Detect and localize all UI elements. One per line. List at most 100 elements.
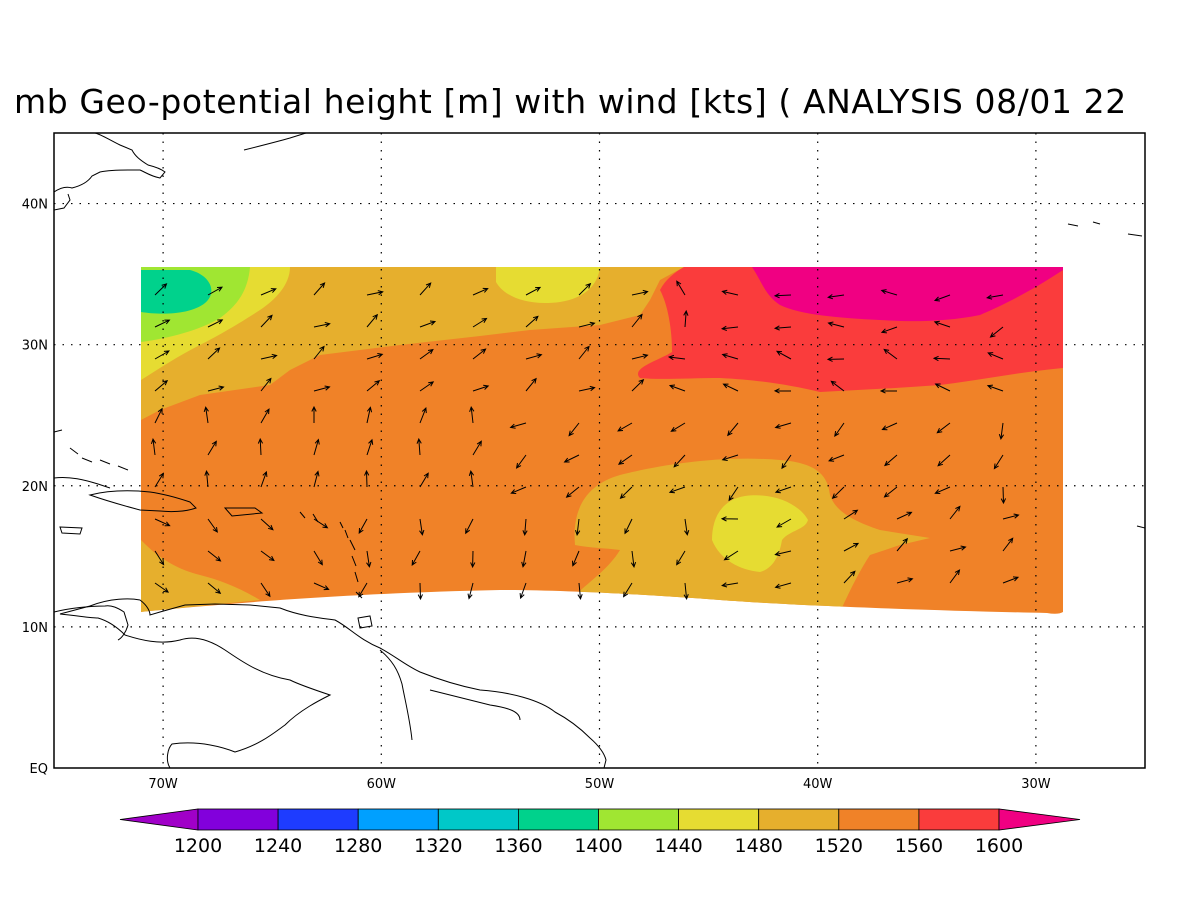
wind-arrow [631,353,649,360]
wind-arrow [617,454,633,465]
wind-arrow [843,542,860,552]
coast-azores [1067,221,1143,237]
colorbar-box [357,808,439,831]
wind-arrow [366,406,373,424]
wind-arrow [519,582,527,600]
wind-arrow [472,317,488,328]
lat-tick-label: EQ [30,762,48,777]
wind-arrow [358,582,368,598]
wind-arrow [154,283,168,296]
wind-arrow [521,550,527,568]
wind-arrow [525,353,543,360]
lon-tick-label: 40W [803,777,833,792]
wind-arrow [831,486,845,500]
wind-arrow [366,353,384,360]
wind-arrow [578,282,592,296]
wind-arrow [472,348,487,360]
wind-arrow [826,356,845,362]
wind-arrow [563,454,580,463]
coast-south-america [59,598,607,768]
wind-arrow [419,282,432,296]
wind-arrow [419,518,425,536]
lat-tick-label: 30N [22,339,48,354]
colorbar-box [918,808,1000,831]
wind-arrow [313,518,329,529]
wind-arrow [721,582,739,588]
wind-arrow [411,550,421,567]
wind-arrow [720,325,739,331]
wind-arrow [313,550,323,566]
wind-arrow [469,405,475,424]
wind-arrow [936,422,951,434]
wind-arrow [843,570,856,584]
wind-arrow [879,388,897,394]
coast-jamaica [59,526,83,535]
wind-arrow [1000,486,1007,505]
wind-arrow [720,516,739,522]
wind-arrow [676,280,686,296]
wind-arrow [578,385,596,392]
plot-frame [53,132,1146,769]
colorbar-label: 1240 [254,835,302,857]
geopotential-height-field [141,267,1063,614]
wind-arrow [728,486,739,502]
wind-arrow [366,438,374,456]
colorbar-high-triangle [998,808,1081,831]
wind-arrow [467,582,474,600]
coast-venezuela-inner [379,649,413,741]
wind-arrow [565,486,580,498]
lat-tick-label: 40N [22,198,48,213]
lon-tick-label: 70W [148,777,178,792]
wind-arrow [472,384,490,392]
wind-arrow [668,384,686,392]
field-1400-northwest [141,270,212,314]
wind-arrow [150,437,157,456]
wind-arrow [154,407,163,424]
colorbar-label: 1560 [895,835,943,857]
wind-arrow [1002,576,1020,584]
lon-tick-label: 60W [367,777,397,792]
wind-arrow [358,518,368,535]
wind-arrow [417,582,423,601]
wind-arrow [676,550,686,566]
wind-arrow [631,313,643,328]
wind-arrow [419,348,434,360]
wind-arrow [522,518,528,537]
wind-arrow [617,422,633,432]
graticule-grid [54,133,1145,768]
colorbar-box [277,808,359,831]
wind-arrow [723,550,739,561]
wind-arrow [207,385,225,392]
colorbar-low-triangle [119,808,199,831]
wind-arrow [472,287,489,296]
wind-arrow [721,289,739,296]
colorbar: 1200 1240 1280 1320 1360 1400 1440 1480 1520 1560… [119,808,1081,857]
wind-arrow [207,347,221,360]
wind-arrow [313,582,330,591]
coast-nova-scotia [243,133,307,151]
wind-arrow [207,319,224,328]
colorbar-box [518,808,599,831]
wind-arrow [622,582,633,598]
wind-arrow [419,381,435,392]
wind-arrow [631,378,645,392]
wind-arrow [366,550,372,568]
wind-arrow [774,486,792,494]
wind-arrow [624,518,633,535]
coastlines [54,133,1145,768]
wind-arrow [949,545,967,552]
wind-arrow [515,454,527,469]
coast-guyana-inner [429,689,521,721]
wind-arrow [313,322,331,328]
wind-arrow [932,355,951,362]
wind-arrow [683,309,689,328]
coast-puerto-rico [223,507,264,517]
wind-arrow [154,582,170,593]
wind-arrow [204,469,210,488]
field-1520-southwest [141,540,260,612]
wind-arrow [366,290,384,296]
wind-arrow [578,345,590,360]
wind-arrow [416,437,422,456]
wind-arrow [311,405,317,423]
